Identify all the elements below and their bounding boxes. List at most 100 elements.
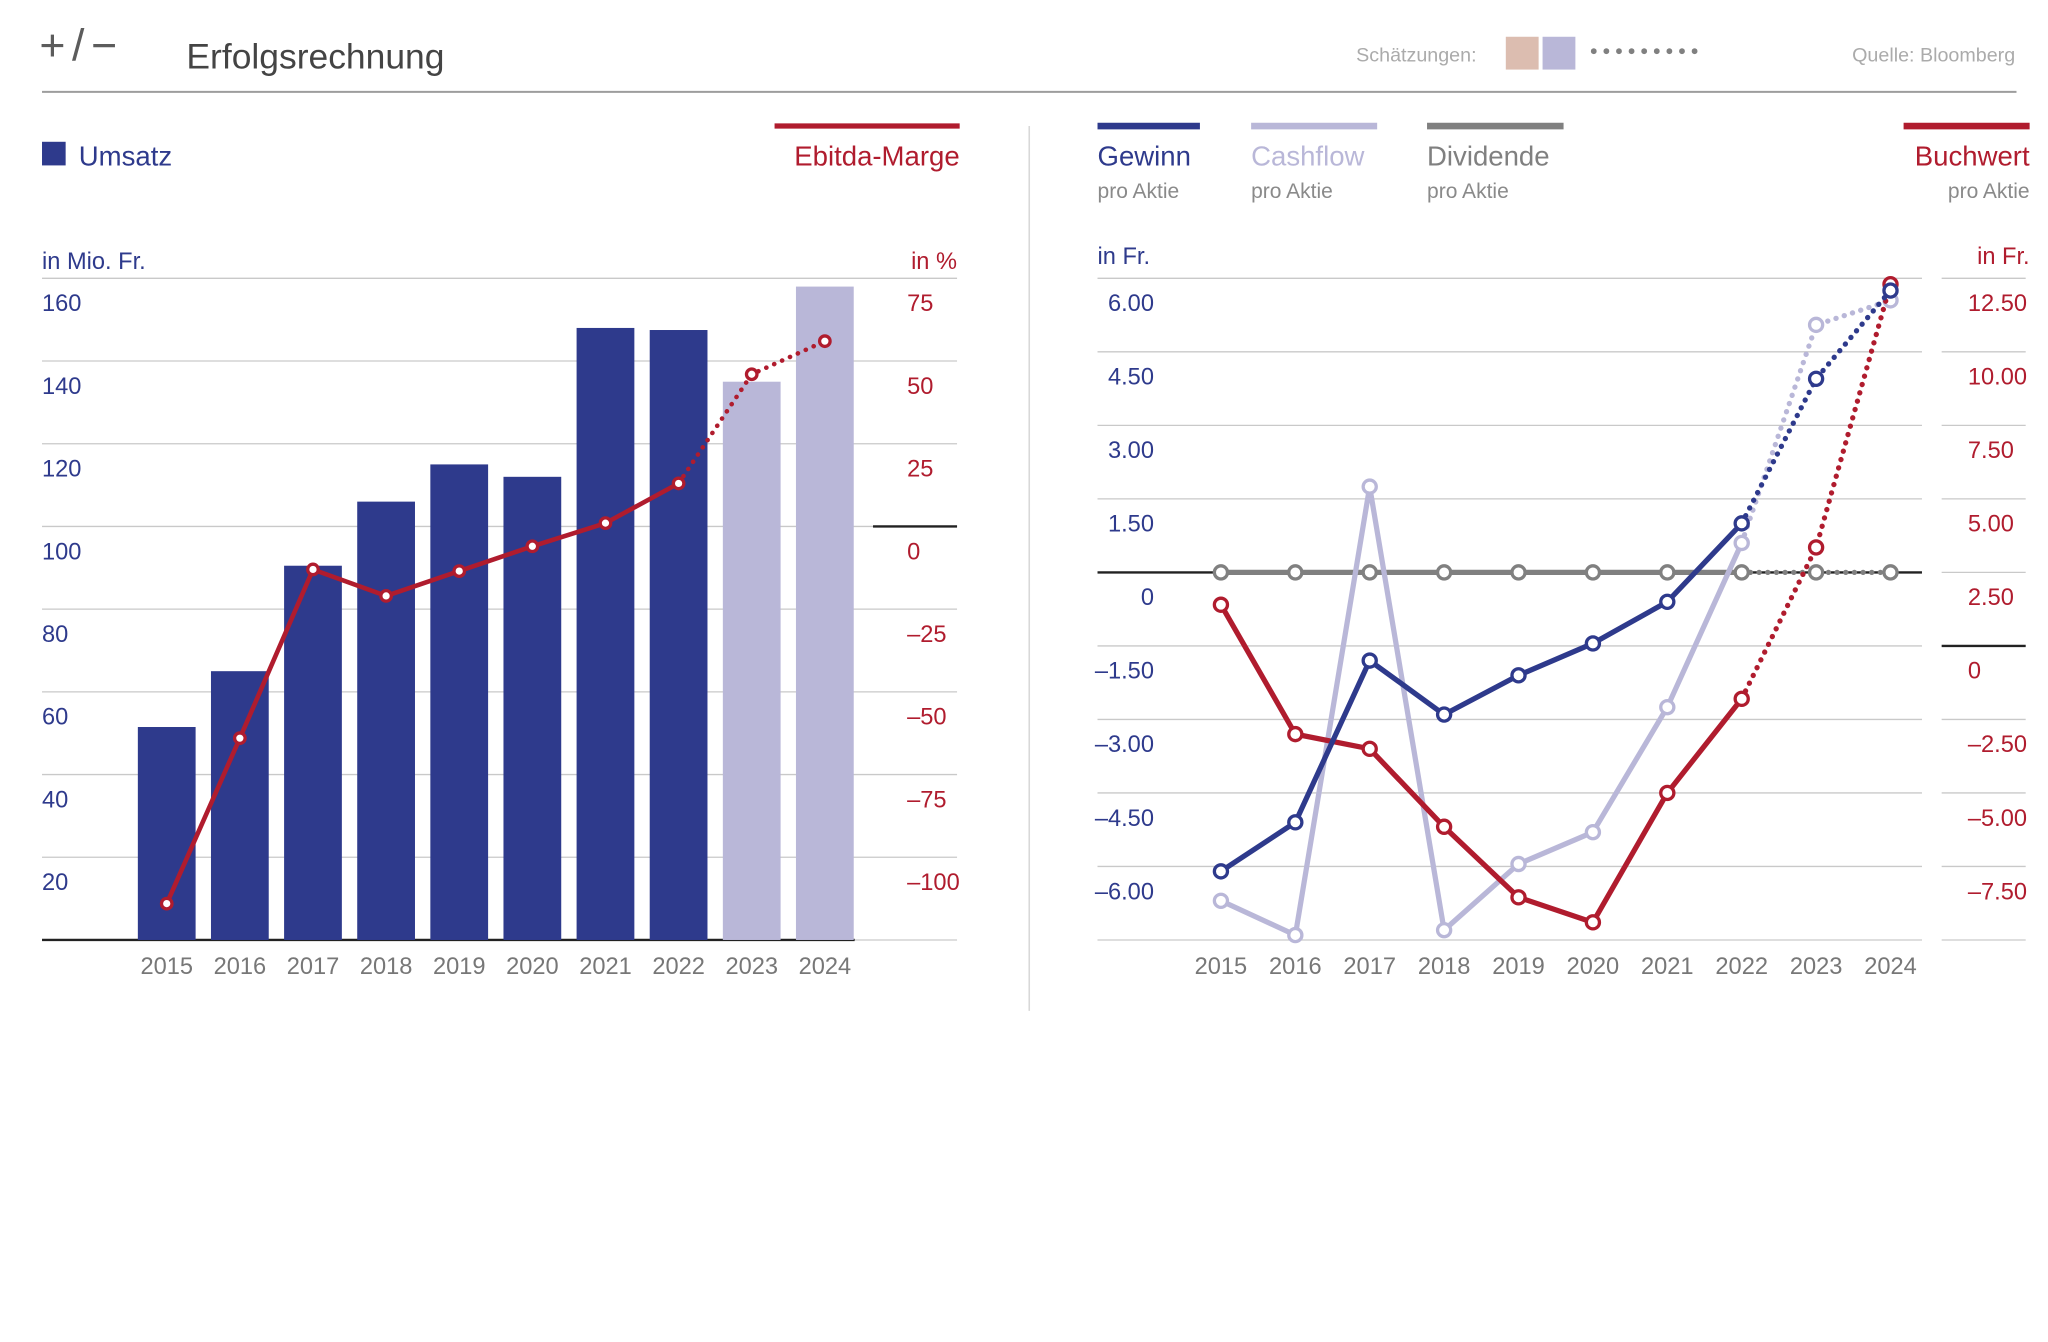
- gewinn-legend-sublabel: pro Aktie: [1098, 180, 1180, 203]
- left-axis-tick-label: 80: [42, 622, 68, 648]
- gewinn-line: [1219, 521, 1744, 874]
- per-share-chart: 6.00 4.50 3.00 1.50 0 –1.50 –3.00 –4.50 –6.00 12.…: [1095, 275, 2027, 980]
- cashflow-estimate-line: [1739, 297, 1894, 546]
- cashflow-point-2020: [1584, 823, 1602, 841]
- gewinn-point-2017: [1361, 652, 1378, 669]
- umsatz-bars: [137, 286, 854, 940]
- x-axis-label: 2016: [214, 954, 267, 980]
- right-axis-tick-label: 75: [907, 291, 933, 317]
- ebitda-marge-point-2021: [598, 516, 613, 531]
- left-axis-tick-label: –1.50: [1095, 659, 1154, 685]
- gewinn-point-2015: [1212, 863, 1230, 880]
- right-axis-tick-label: 12.50: [1968, 291, 2027, 317]
- cashflow-point-2023: [1807, 316, 1825, 334]
- left-axis-tick-label: 4.50: [1108, 365, 1154, 391]
- x-axis-label: 2016: [1269, 954, 1322, 980]
- gewinn-point-2021: [1659, 593, 1676, 611]
- buchwert-point-2019: [1510, 889, 1527, 906]
- x-axis-label: 2017: [287, 954, 340, 980]
- cashflow-point-2019: [1510, 855, 1527, 873]
- left-chart-legend: Umsatz Ebitda-Marge in Mio. Fr. in %: [42, 123, 960, 275]
- ebitda-marge-point-2015: [159, 896, 174, 911]
- right-chart-legend: Gewinn pro Aktie Cashflow pro Aktie Divi…: [1098, 122, 2030, 270]
- dividende-point-2020: [1584, 564, 1602, 581]
- umsatz-legend-label: Umsatz: [79, 140, 172, 171]
- right-axis-tick-label: 0: [907, 539, 920, 565]
- dividende-point-2024: [1882, 564, 1899, 581]
- ebitda-legend-label: Ebitda-Marge: [794, 140, 959, 171]
- cashflow-point-2017: [1361, 478, 1378, 495]
- left-axis-tick-label: 100: [42, 539, 81, 565]
- cashflow-legend-sublabel: pro Aktie: [1251, 180, 1333, 203]
- right-axis-tick-label: 7.50: [1968, 438, 2014, 464]
- umsatz-bar-2017: [284, 565, 342, 940]
- buchwert-point-2020: [1584, 914, 1602, 931]
- estimates-label: Schätzungen:: [1356, 45, 1476, 67]
- x-axis-label: 2021: [1641, 954, 1694, 980]
- umsatz-bar-2024: [795, 286, 854, 940]
- umsatz-bar-2022: [649, 330, 708, 940]
- right-axis-tick-label: –7.50: [1968, 879, 2027, 905]
- x-axis-label: 2024: [799, 954, 852, 980]
- ebitda-marge-point-2019: [452, 564, 467, 578]
- x-axis-label: 2019: [1492, 954, 1545, 980]
- umsatz-ebitda-chart: 160 140 120 100 80 60 40 20 75 50 25 0 –25 –50 –75 –100…: [42, 277, 960, 980]
- estimate-dot: [1666, 48, 1673, 55]
- left-axis-tick-label: 3.00: [1108, 438, 1154, 464]
- buchwert-series: [1212, 275, 1899, 931]
- cashflow-point-2015: [1212, 892, 1230, 909]
- left-chart-right-axis-label: in %: [911, 249, 957, 275]
- buchwert-line: [1218, 603, 1744, 926]
- buchwert-legend-sublabel: pro Aktie: [1948, 180, 2030, 203]
- page-title: Erfolgsrechnung: [186, 36, 444, 76]
- cashflow-point-2018: [1435, 921, 1453, 939]
- left-axis-tick-label: 0: [1141, 585, 1154, 611]
- x-axis-label: 2020: [1567, 954, 1620, 980]
- cashflow-line: [1219, 484, 1745, 938]
- x-axis-label: 2018: [1418, 954, 1471, 980]
- cashflow-series: [1212, 292, 1899, 944]
- ebitda-marge-point-2016: [232, 731, 247, 746]
- buchwert-point-2016: [1287, 725, 1304, 743]
- buchwert-point-2018: [1435, 818, 1453, 835]
- dividende-point-2017: [1361, 564, 1378, 581]
- left-axis-tick-label: 60: [42, 705, 68, 731]
- estimate-dot: [1641, 48, 1648, 55]
- ebitda-marge-point-2020: [525, 539, 540, 554]
- estimate-dotted-line-swatch: [1590, 48, 1698, 55]
- dividende-series: [1212, 564, 1899, 581]
- x-axis-label: 2015: [1195, 954, 1248, 980]
- buchwert-point-2021: [1659, 784, 1676, 802]
- ebitda-marge-point-2024: [817, 334, 832, 349]
- left-axis-tick-label: –4.50: [1095, 806, 1154, 832]
- x-axis-label: 2020: [506, 954, 559, 980]
- estimate-dot: [1603, 48, 1610, 55]
- umsatz-bar-2021: [576, 327, 635, 940]
- cashflow-point-2016: [1287, 926, 1304, 944]
- gewinn-series: [1212, 282, 1899, 880]
- estimate-swatch-primary: [1505, 36, 1539, 70]
- estimate-dot: [1691, 48, 1698, 55]
- buchwert-point-2017: [1361, 740, 1378, 758]
- left-chart-left-axis-label: in Mio. Fr.: [42, 249, 146, 275]
- right-chart-left-axis-label: in Fr.: [1098, 244, 1151, 270]
- x-axis-label: 2021: [579, 954, 632, 980]
- ebitda-marge-point-2017: [306, 562, 320, 577]
- dividende-point-2019: [1510, 564, 1527, 581]
- left-axis-tick-label: 6.00: [1108, 291, 1154, 317]
- left-axis-tick-label: –6.00: [1095, 879, 1154, 905]
- right-axis-tick-label: –5.00: [1968, 806, 2027, 832]
- gewinn-legend-label: Gewinn: [1098, 140, 1191, 171]
- cashflow-point-2021: [1659, 698, 1676, 716]
- right-axis-tick-label: –100: [907, 870, 960, 896]
- gewinn-point-2019: [1510, 667, 1527, 684]
- dividende-point-2015: [1212, 564, 1230, 581]
- right-axis-tick-label: 0: [1968, 659, 1981, 685]
- dividende-point-2016: [1287, 564, 1304, 581]
- umsatz-bar-2023: [722, 381, 781, 940]
- right-axis-tick-label: 25: [907, 457, 933, 483]
- umsatz-bar-2018: [357, 501, 415, 940]
- buchwert-estimate-line: [1739, 281, 1894, 702]
- x-axis-label: 2024: [1864, 954, 1917, 980]
